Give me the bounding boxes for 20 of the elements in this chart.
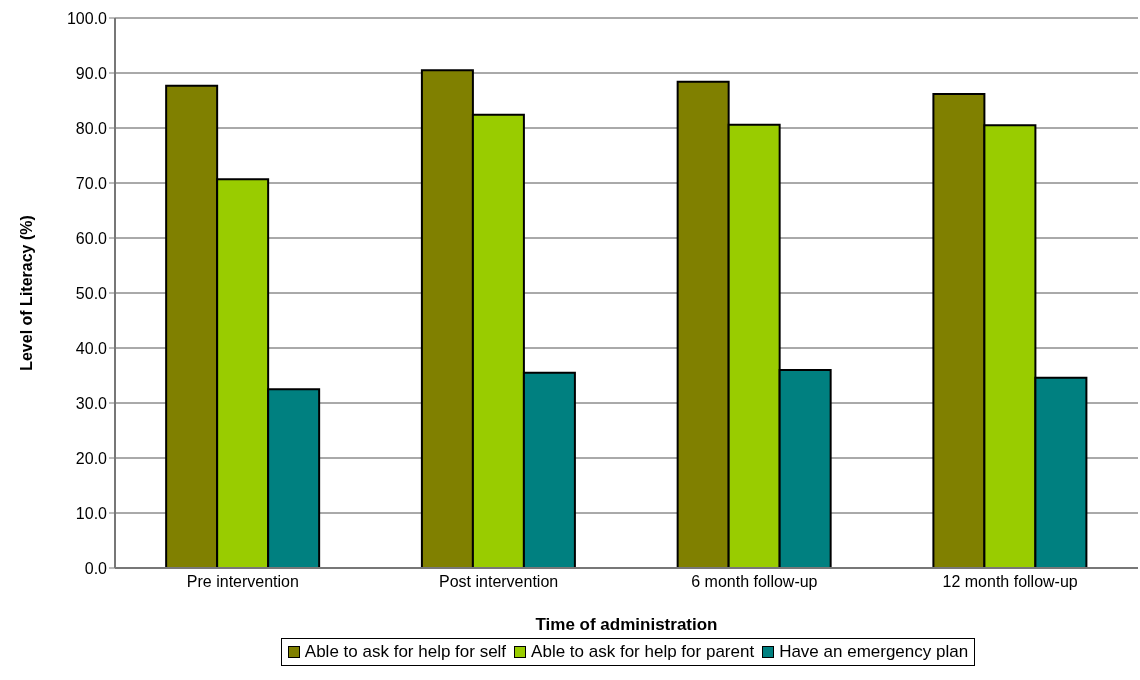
- legend-label: Able to ask for help for parent: [531, 642, 755, 662]
- y-tick-label: 70.0: [75, 174, 108, 192]
- y-tick-label: 10.0: [75, 504, 108, 522]
- y-tick-label: 20.0: [75, 449, 108, 467]
- y-tick-label: 40.0: [75, 339, 108, 357]
- x-axis-title: Time of administration: [535, 615, 718, 634]
- y-tick-label: 80.0: [75, 119, 108, 137]
- x-tick-label: Post intervention: [439, 573, 559, 591]
- y-tick-label: 90.0: [75, 64, 108, 82]
- x-tick-label: 12 month follow-up: [942, 573, 1078, 591]
- y-tick-label: 60.0: [75, 229, 108, 247]
- y-axis-title: Level of Literacy (%): [17, 215, 35, 371]
- y-tick-label: 50.0: [75, 284, 108, 302]
- x-tick-label: 6 month follow-up: [691, 573, 818, 591]
- y-tick-label: 100.0: [66, 9, 108, 27]
- x-tick-label: Pre intervention: [186, 573, 299, 591]
- y-tick-label: 30.0: [75, 394, 108, 412]
- legend-label: Able to ask for help for self: [304, 642, 507, 662]
- y-tick-label: 0.0: [84, 559, 108, 577]
- legend-label: Have an emergency plan: [779, 642, 969, 662]
